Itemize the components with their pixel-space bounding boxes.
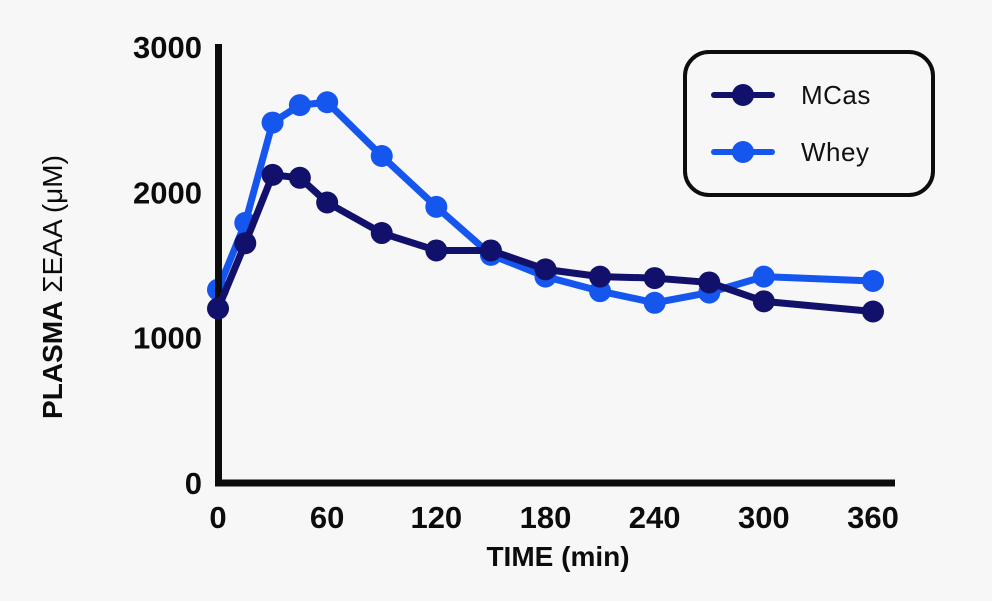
legend-item-whey: Whey bbox=[711, 137, 931, 168]
x-axis-title: TIME (min) bbox=[486, 541, 629, 572]
y-tick-label-3000: 3000 bbox=[133, 30, 202, 65]
data-point-mcas-240 bbox=[643, 267, 666, 290]
legend-item-mcas: MCas bbox=[711, 80, 931, 111]
legend-dot-mcas-icon bbox=[732, 84, 754, 106]
legend-marker-mcas-icon bbox=[711, 84, 775, 106]
y-axis-title-bold-part: PLASMA bbox=[37, 301, 68, 419]
data-point-mcas-90 bbox=[370, 222, 393, 245]
legend-marker-whey-icon bbox=[711, 141, 775, 163]
data-point-whey-90 bbox=[370, 145, 393, 167]
y-axis-title-regular-part: ΣEAA (μM) bbox=[37, 155, 68, 293]
y-tick-label-2000: 2000 bbox=[133, 175, 202, 210]
x-tick-label-300: 300 bbox=[738, 500, 790, 535]
y-tick-label-0: 0 bbox=[185, 466, 202, 501]
x-tick-label-120: 120 bbox=[410, 500, 462, 535]
data-point-whey-360 bbox=[862, 269, 884, 292]
data-point-whey-240 bbox=[643, 291, 666, 314]
data-point-mcas-45 bbox=[288, 166, 311, 189]
data-point-mcas-60 bbox=[316, 191, 339, 214]
data-point-mcas-210 bbox=[589, 265, 612, 288]
legend: MCas Whey bbox=[683, 50, 935, 197]
x-tick-label-180: 180 bbox=[520, 500, 572, 535]
data-point-whey-60 bbox=[316, 91, 339, 114]
legend-dot-whey-icon bbox=[732, 141, 754, 163]
data-point-mcas-0 bbox=[207, 297, 229, 320]
y-axis-title: PLASMA ΣEAA (μM) bbox=[37, 155, 68, 419]
data-point-whey-300 bbox=[752, 265, 775, 288]
data-point-mcas-15 bbox=[234, 232, 257, 255]
data-point-mcas-300 bbox=[752, 290, 775, 313]
data-point-mcas-120 bbox=[425, 239, 448, 262]
data-point-mcas-270 bbox=[698, 271, 721, 294]
x-tick-label-240: 240 bbox=[629, 500, 681, 535]
legend-label-whey: Whey bbox=[801, 136, 870, 167]
data-point-mcas-360 bbox=[862, 300, 884, 323]
data-point-mcas-150 bbox=[479, 239, 502, 262]
data-point-mcas-180 bbox=[534, 258, 557, 281]
data-point-mcas-30 bbox=[261, 163, 284, 186]
y-tick-label-1000: 1000 bbox=[133, 321, 202, 356]
data-point-whey-45 bbox=[288, 94, 311, 117]
legend-label-mcas: MCas bbox=[801, 79, 871, 110]
x-tick-label-360: 360 bbox=[847, 500, 899, 535]
x-tick-label-60: 60 bbox=[310, 500, 344, 535]
data-point-whey-30 bbox=[261, 111, 284, 134]
x-tick-label-0: 0 bbox=[209, 500, 226, 535]
data-point-whey-120 bbox=[425, 195, 448, 218]
